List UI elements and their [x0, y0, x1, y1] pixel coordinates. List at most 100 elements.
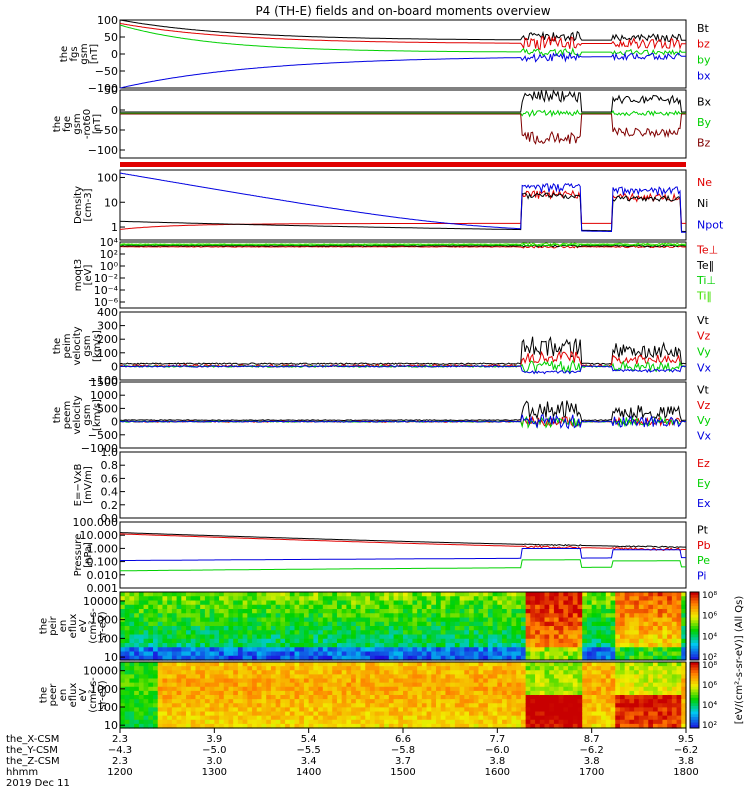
legend-entry: Ti⊥: [696, 274, 716, 287]
y-axis-label: thepeimvelocitygsm[km/s]: [52, 326, 103, 365]
series-Vt: [119, 335, 686, 366]
y-axis-label: E=−VxB[mV/m]: [73, 464, 94, 507]
colorbar-tick: 10⁶: [702, 681, 717, 691]
panel-peer_eflux: 10000 1000 100 10 thepeerenefluxeV(cm²-s-sr-…: [38, 661, 687, 732]
y-tick-label: 1500: [90, 376, 118, 389]
series-Bz: [120, 113, 686, 145]
series-Ti⊥: [119, 243, 686, 247]
legend-entry: Pi: [697, 570, 706, 583]
y-tick-label: 100: [97, 171, 118, 184]
legend-entry: Vt: [697, 384, 710, 397]
y-axis-label: thefgegsm-rot60[nT]: [52, 109, 103, 139]
y-tick-label: 100: [97, 701, 118, 714]
x-tick-label: −5.0: [202, 745, 226, 756]
y-tick-label: 1: [111, 221, 118, 234]
y-tick-label: −100: [88, 144, 118, 157]
x-tick-label: 1500: [390, 767, 415, 778]
legend-entry: Vy: [697, 345, 711, 358]
legend-entry: Ez: [697, 457, 710, 470]
y-axis-label: thepeerenefluxeV(cm²-s-sr-eV): [38, 677, 108, 713]
x-tick-label: 3.7: [395, 756, 411, 767]
y-tick-label: 0.010: [87, 569, 119, 582]
series-by: [119, 24, 686, 57]
y-tick-label: 10.000: [80, 529, 119, 542]
x-tick-label: 7.7: [489, 734, 505, 745]
y-tick-label: 100: [97, 347, 118, 360]
y-tick-label: −500: [88, 429, 118, 442]
colorbar-tick: 10⁸: [702, 661, 717, 671]
quality-flag-bar: [120, 162, 686, 167]
colorbar-tick: 10²: [702, 721, 717, 731]
panel-frame: [119, 241, 687, 309]
series-Ti‖: [119, 242, 687, 247]
y-tick-label: 50: [104, 31, 118, 44]
y-tick-label: 0.6: [101, 472, 119, 485]
y-tick-label: 10²: [100, 248, 118, 261]
legend-entry: Npot: [697, 218, 724, 231]
legend-entry: Ti‖: [696, 290, 712, 303]
x-row-label: the_X-CSM: [6, 734, 59, 745]
y-tick-label: −100: [88, 82, 118, 95]
series-Pt: [120, 532, 686, 549]
series-Ni: [119, 192, 686, 232]
series-Npot: [119, 172, 686, 233]
colorbar-label: [eV/(cm²-s-sr-eV)] (All Qs): [734, 596, 745, 725]
date-label: 2019 Dec 11: [6, 778, 70, 789]
legend-entry: Vz: [697, 399, 711, 412]
x-tick-label: −6.2: [674, 745, 698, 756]
y-tick-label: 0.8: [101, 459, 119, 472]
colorbar-tick: 10²: [702, 653, 717, 663]
y-tick-label: 1000: [90, 614, 118, 627]
x-tick-label: 3.0: [206, 756, 222, 767]
colorbar-2: 10⁸ 10⁶ 10⁴ 10²: [689, 661, 717, 731]
y-tick-label: −50: [95, 124, 118, 137]
series-Vx: [119, 365, 687, 375]
y-tick-label: 10: [104, 719, 118, 732]
y-tick-label: −1000: [81, 442, 118, 455]
x-row-label: the_Z-CSM: [6, 756, 60, 767]
panel-frame: [119, 591, 687, 661]
series-bz: [119, 22, 686, 51]
colorbar-tick: 10⁸: [702, 591, 717, 601]
x-tick-label: 1200: [107, 767, 132, 778]
y-tick-label: 10⁻⁶: [94, 296, 119, 309]
x-tick-label: 3.9: [206, 734, 222, 745]
y-tick-label: 0.0: [101, 512, 119, 525]
y-tick-label: 1000: [90, 683, 118, 696]
y-axis-label: moqt3[eV]: [73, 259, 94, 292]
x-tick-label: 1600: [485, 767, 510, 778]
y-tick-label: 100: [97, 632, 118, 645]
y-axis-label: Density[cm-3]: [73, 186, 94, 224]
legend-entry: Pb: [697, 539, 711, 552]
legend-entry: Bt: [697, 22, 710, 35]
y-tick-label: 0.4: [101, 486, 119, 499]
y-tick-label: 500: [97, 402, 118, 415]
x-tick-label: 3.8: [678, 756, 694, 767]
panel-fge: 50 0 −50 −100 thefgegsm-rot60[nT] Bx By Bz: [52, 84, 712, 159]
y-tick-label: 0.2: [101, 499, 119, 512]
legend-entry: Te‖: [696, 259, 714, 272]
legend-entry: Vx: [697, 361, 712, 374]
series-Pi: [119, 548, 686, 562]
y-axis-label: thefgsgsm[nT]: [59, 43, 100, 64]
x-tick-label: 3.8: [584, 756, 600, 767]
series-Pe: [120, 559, 686, 572]
series-By: [120, 109, 686, 118]
x-tick-label: 3.8: [489, 756, 505, 767]
y-tick-label: 0.100: [87, 556, 119, 569]
y-tick-label: 1.000: [87, 542, 119, 555]
legend-entry: Vy: [697, 414, 711, 427]
series-Pb: [119, 533, 686, 552]
colorbar-tick: 10⁴: [702, 632, 717, 642]
panel-density: 100 10 1 Density[cm-3] Ne Ni Npot: [73, 169, 724, 241]
y-tick-label: 0: [111, 416, 118, 429]
x-tick-label: 3.4: [301, 756, 317, 767]
y-tick-label: 10⁰: [100, 260, 119, 273]
y-axis-label: thepeemvelocitygsm[km/s]: [52, 395, 103, 434]
y-tick-label: 100: [97, 14, 118, 27]
y-tick-label: 0.001: [87, 582, 119, 595]
legend-entry: Ex: [697, 497, 711, 510]
